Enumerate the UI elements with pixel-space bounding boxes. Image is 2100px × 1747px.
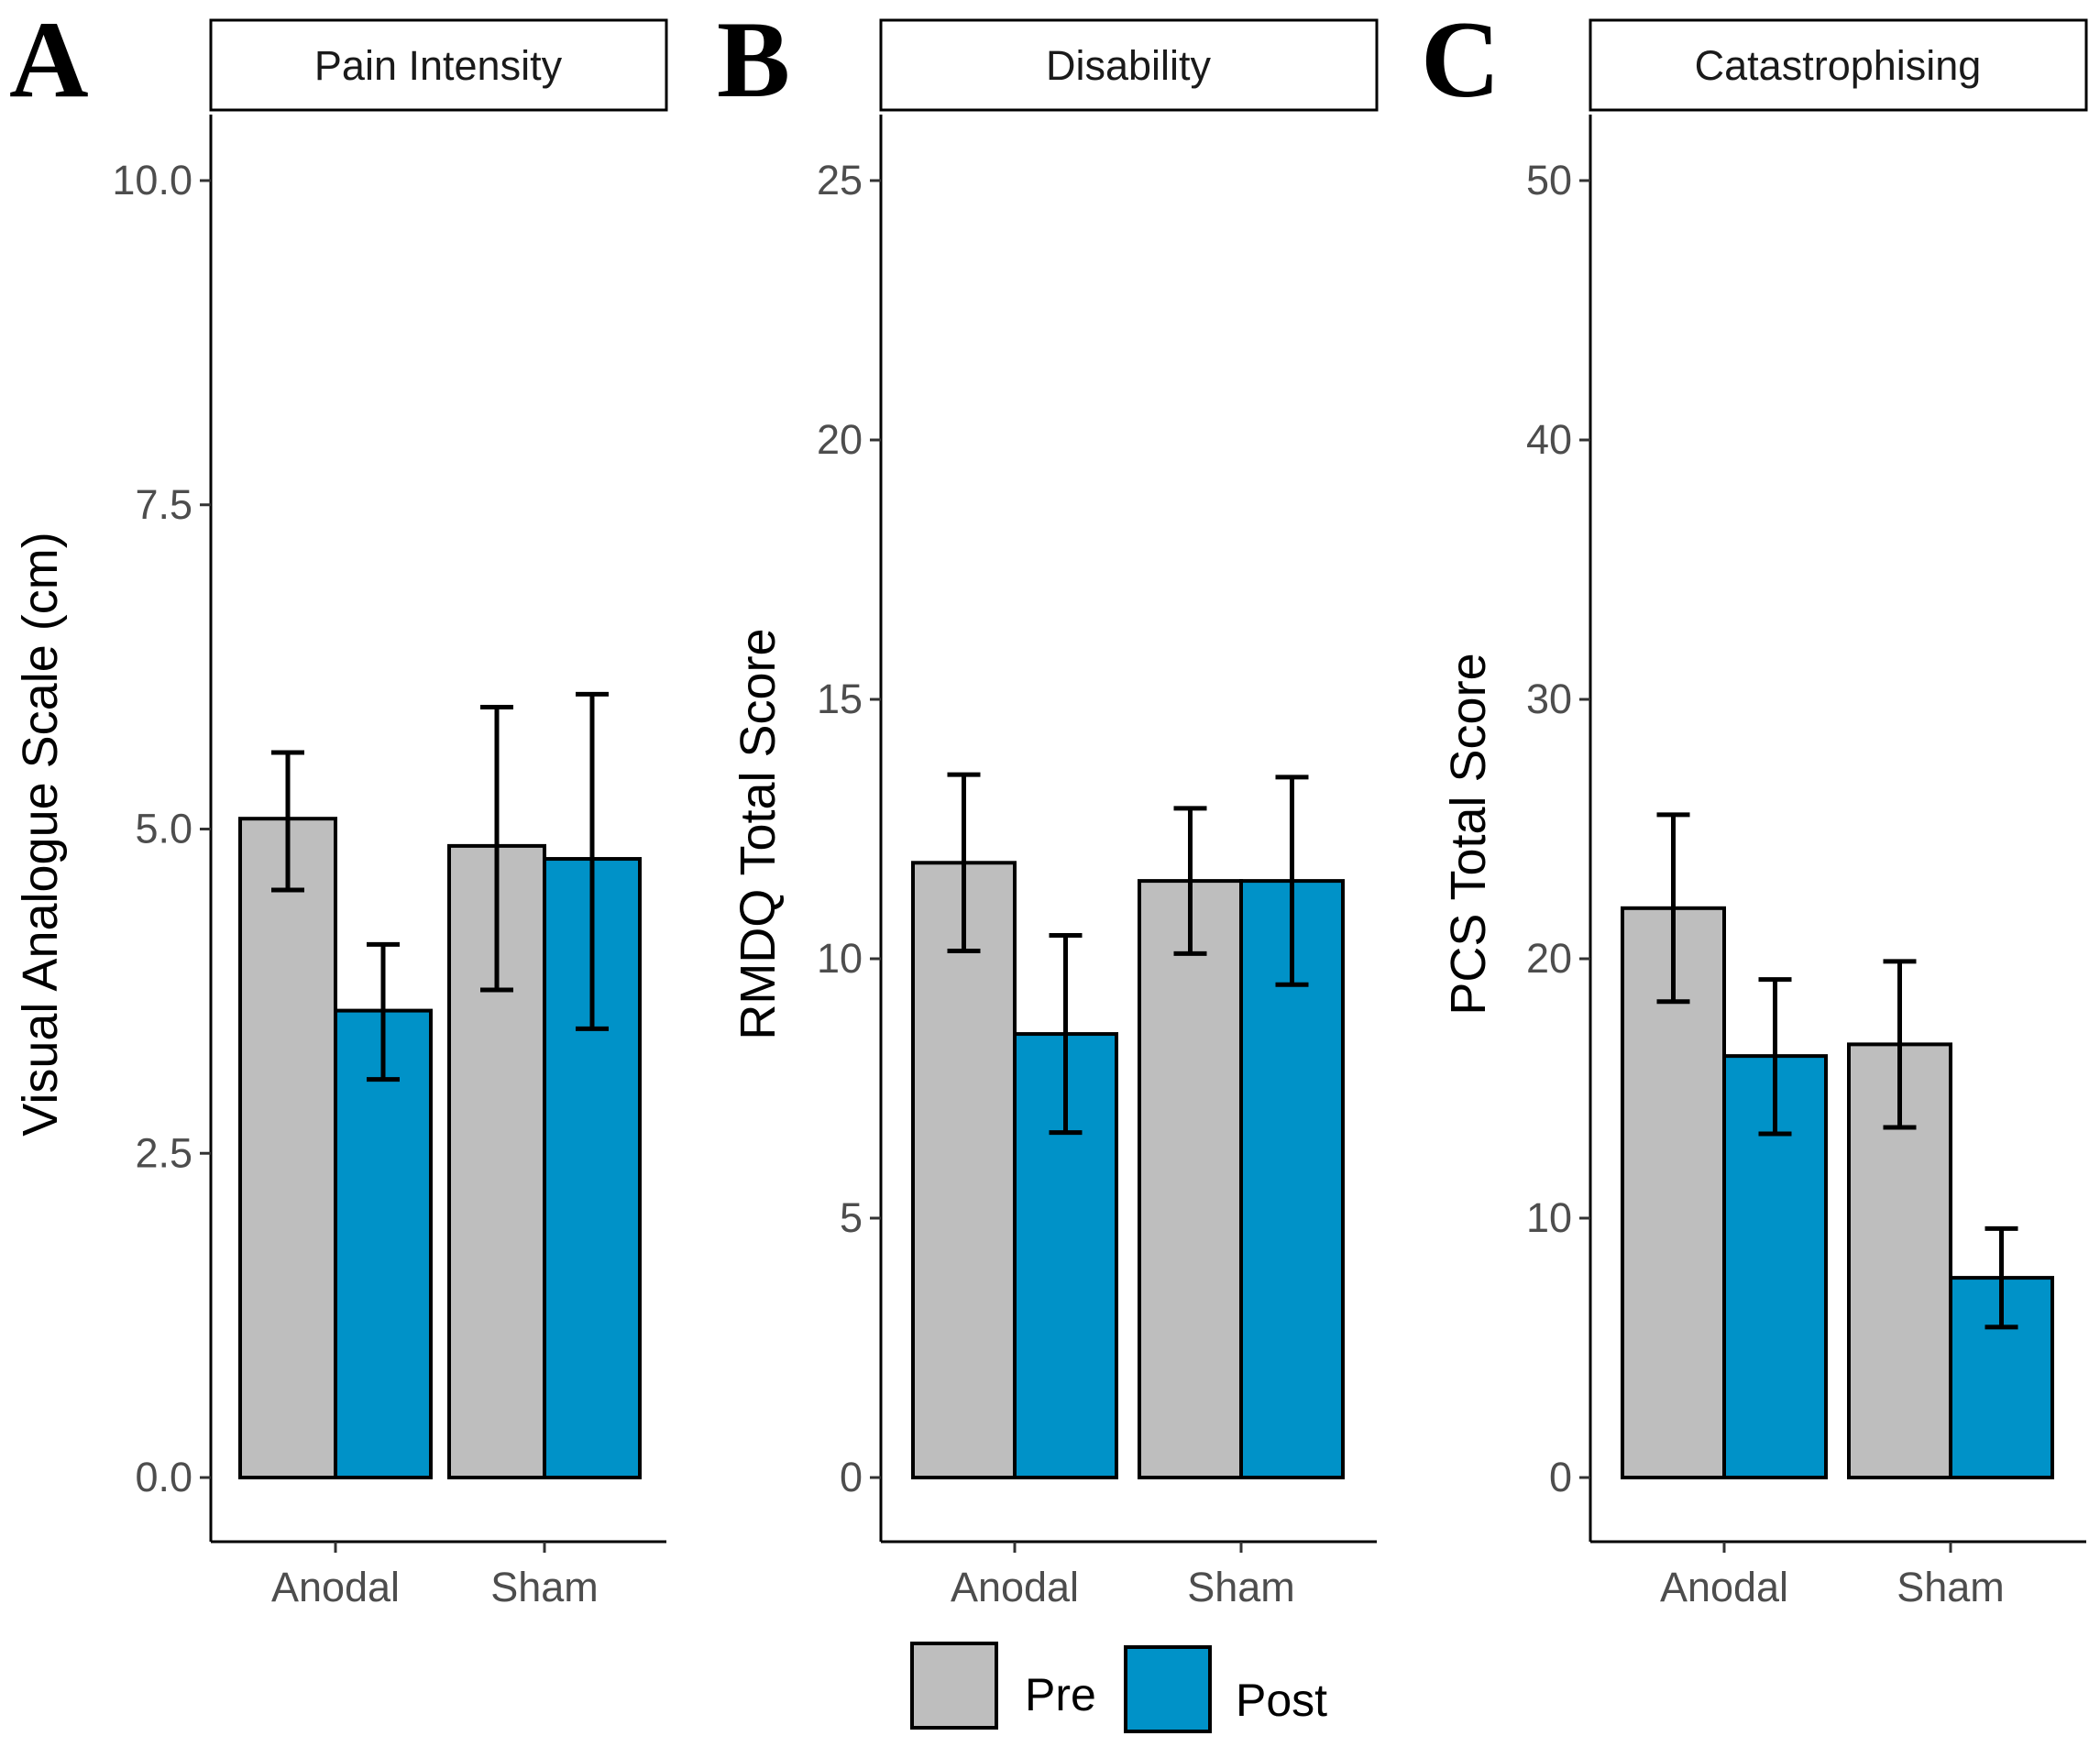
strip-c: [1589, 18, 2088, 112]
panel-a: A Pain Intensity Visual Analogue Scale (…: [9, 0, 668, 1610]
panel-letter-c: C: [1421, 0, 1501, 120]
y-tick-label: 15: [817, 676, 863, 722]
y-axis-title-c: PCS Total Score: [1441, 653, 1496, 1015]
y-tick-label: 10: [817, 935, 863, 982]
x-tick-label-sham: Sham: [1187, 1564, 1295, 1610]
x-tick-label-sham: Sham: [1897, 1564, 2005, 1610]
bar-pre-anodal: [911, 861, 1017, 1479]
y-tick-label: 5.0: [135, 806, 192, 852]
panel-letter-b: B: [717, 0, 790, 120]
strip-title-b: Disability: [1046, 42, 1212, 89]
legend-swatch-post: [1124, 1645, 1212, 1733]
y-tick-label: 50: [1526, 157, 1572, 203]
x-tick-label-anodal: Anodal: [271, 1564, 400, 1610]
x-tick-label-anodal: Anodal: [951, 1564, 1079, 1610]
y-tick-label: 25: [817, 157, 863, 203]
axes-c: 0 10 20 30 40 50 Anodal Sham: [1526, 115, 2086, 1610]
y-tick-label: 20: [817, 416, 863, 463]
y-tick-label: 10.0: [112, 157, 192, 203]
strip-a: [209, 18, 668, 112]
y-tick-label: 0.0: [135, 1454, 192, 1500]
legend-swatch-pre: [910, 1642, 998, 1730]
bar-pre-anodal: [238, 817, 337, 1479]
axes-a: 0.0 2.5 5.0 7.5 10.0 Anodal Sham: [112, 115, 666, 1610]
y-tick-label: 2.5: [135, 1129, 192, 1176]
y-axis-title-a: Visual Analogue Scale (cm): [13, 532, 68, 1136]
panel-c: C Catastrophising PCS Total Score 0 10 20 3…: [1421, 0, 2088, 1610]
y-tick-label: 40: [1526, 416, 1572, 463]
y-tick-label: 7.5: [135, 481, 192, 528]
x-tick-label-anodal: Anodal: [1660, 1564, 1788, 1610]
y-tick-label: 20: [1526, 935, 1572, 982]
x-tick-label-sham: Sham: [490, 1564, 599, 1610]
y-tick-label: 0: [840, 1454, 863, 1500]
panel-letter-a: A: [9, 0, 89, 120]
y-axis-title-b: RMDQ Total Score: [731, 628, 786, 1039]
axes-b: 0 5 10 15 20 25 Anodal Sham: [817, 115, 1377, 1610]
strip-title-c: Catastrophising: [1695, 42, 1982, 89]
y-tick-label: 0: [1549, 1454, 1572, 1500]
legend-label-pre: Pre: [1025, 1669, 1096, 1720]
y-tick-label: 30: [1526, 676, 1572, 722]
bar-pre-sham: [1138, 879, 1243, 1479]
strip-b: [879, 18, 1379, 112]
legend: Pre Post: [910, 1642, 1327, 1733]
y-tick-label: 10: [1526, 1194, 1572, 1241]
legend-label-post: Post: [1236, 1675, 1327, 1726]
y-tick-label: 5: [840, 1194, 863, 1241]
strip-title-a: Pain Intensity: [314, 42, 563, 89]
panel-b: B Disability RMDQ Total Score 0 5 10 15 20 25…: [717, 0, 1379, 1610]
